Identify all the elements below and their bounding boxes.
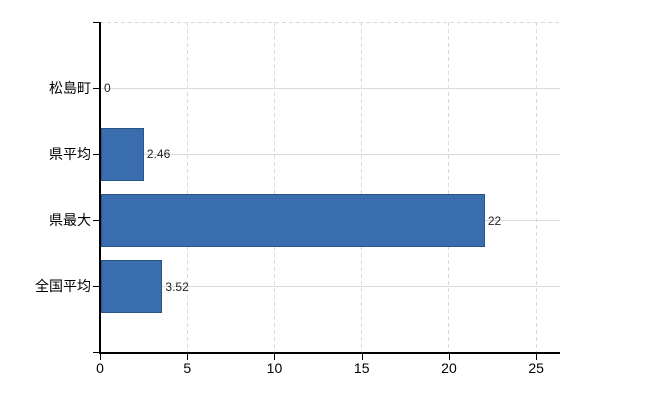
- x-axis-tick: [448, 353, 450, 360]
- x-gridline: [361, 22, 363, 353]
- x-gridline: [448, 22, 450, 353]
- x-axis-tick: [361, 353, 363, 360]
- y-axis-tick: [93, 220, 100, 222]
- x-tick-label: 15: [353, 360, 370, 376]
- category-label: 全国平均: [35, 278, 91, 295]
- x-tick-label: 5: [183, 360, 192, 376]
- category-label: 松島町: [49, 79, 91, 96]
- y-axis-end-tick: [93, 22, 100, 23]
- y-axis: [99, 22, 101, 354]
- x-gridline: [535, 22, 537, 353]
- value-label: 2.46: [146, 147, 171, 162]
- plot-top-gridline: [100, 22, 560, 23]
- category-gridline: [100, 87, 560, 89]
- x-gridline: [186, 22, 188, 353]
- x-axis: [99, 352, 560, 354]
- category-label: 県平均: [49, 145, 91, 162]
- x-tick-label: 0: [96, 360, 104, 376]
- x-tick-label: 20: [441, 360, 457, 376]
- x-axis-tick: [187, 353, 189, 360]
- value-label: 22: [487, 213, 502, 228]
- y-axis-tick: [93, 87, 100, 89]
- category-label: 県最大: [49, 212, 91, 229]
- x-gridline: [273, 22, 275, 353]
- bar: [101, 194, 485, 248]
- y-axis-end-tick: [93, 352, 100, 353]
- y-axis-tick: [93, 286, 100, 288]
- value-label: 0: [104, 81, 111, 96]
- y-axis-tick: [93, 153, 100, 155]
- category-gridline: [100, 153, 560, 155]
- x-axis-tick: [274, 353, 276, 360]
- category-gridline: [100, 286, 560, 288]
- value-label: 3.52: [165, 279, 189, 294]
- x-axis-tick: [536, 353, 538, 360]
- x-tick-label: 10: [266, 360, 283, 376]
- x-axis-tick: [100, 353, 101, 360]
- x-tick-label: 25: [528, 360, 544, 376]
- bar: [101, 260, 163, 314]
- bar: [101, 127, 144, 181]
